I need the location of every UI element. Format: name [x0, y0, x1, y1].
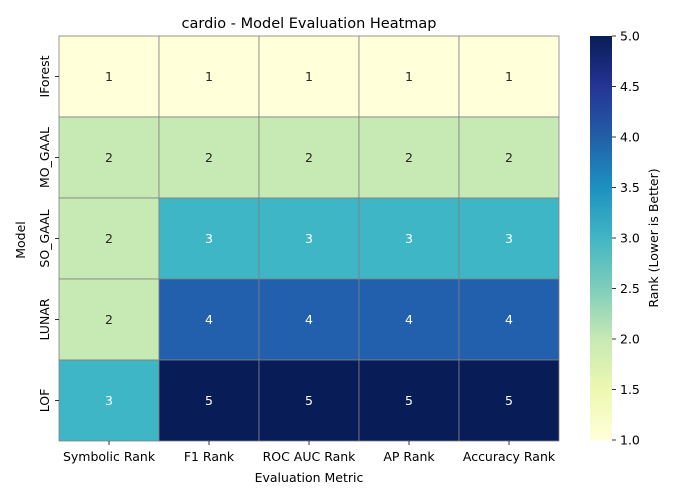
heatmap-cell	[158, 359, 260, 442]
x-tick-label: AP Rank	[383, 449, 435, 464]
heatmap-cells: 1 1 1 1 1 2 2 2 2 2 2 3 3 3 3 2 4 4 4 4 3 5 5 5 5	[58, 35, 560, 442]
heatmap-cell	[58, 35, 160, 118]
colorbar-tick-label: 3.0	[620, 231, 640, 246]
cell-value-label: 2	[105, 150, 113, 165]
x-axis: Symbolic Rank F1 Rank ROC AUC Rank AP Rank A…	[63, 441, 556, 464]
cell-value-label: 1	[105, 69, 113, 84]
cell-value-label: 4	[405, 312, 413, 327]
y-axis: IForest MO_GAAL SO_GAAL LUNAR LOF	[37, 55, 59, 412]
colorbar-tick-label: 2.0	[620, 332, 640, 347]
cell-value-label: 2	[205, 150, 213, 165]
cell-value-label: 1	[505, 69, 513, 84]
cell-value-label: 1	[405, 69, 413, 84]
cell-value-label: 1	[305, 69, 313, 84]
cell-value-label: 1	[205, 69, 213, 84]
y-tick-label: LUNAR	[37, 298, 52, 340]
heatmap-cell	[458, 359, 560, 442]
y-tick-label: IForest	[37, 55, 52, 97]
heatmap-cell	[458, 278, 560, 361]
cell-value-label: 4	[205, 312, 213, 327]
x-tick-label: Symbolic Rank	[63, 449, 156, 464]
colorbar-label: Rank (Lower is Better)	[646, 168, 661, 307]
heatmap-cell	[258, 35, 360, 118]
colorbar-tick-label: 3.5	[620, 180, 640, 195]
heatmap-cell	[458, 35, 560, 118]
cell-value-label: 5	[205, 393, 213, 408]
heatmap-cell	[58, 359, 160, 442]
cell-value-label: 5	[405, 393, 413, 408]
cell-value-label: 2	[105, 312, 113, 327]
cell-value-label: 5	[505, 393, 513, 408]
cell-value-label: 2	[105, 231, 113, 246]
cell-value-label: 3	[305, 231, 313, 246]
x-tick-label: Accuracy Rank	[463, 449, 556, 464]
colorbar-tick-label: 4.5	[620, 79, 640, 94]
cell-value-label: 3	[105, 393, 113, 408]
x-axis-label: Evaluation Metric	[255, 470, 364, 485]
cell-value-label: 3	[205, 231, 213, 246]
cell-value-label: 3	[505, 231, 513, 246]
colorbar-tick-label: 5.0	[620, 29, 640, 44]
heatmap-cell	[158, 278, 260, 361]
cell-value-label: 4	[305, 312, 313, 327]
colorbar-tick-label: 2.5	[620, 281, 640, 296]
heatmap-cell	[258, 359, 360, 442]
cell-value-label: 5	[305, 393, 313, 408]
y-tick-label: SO_GAAL	[37, 209, 52, 267]
colorbar-tick-label: 4.0	[620, 130, 640, 145]
cell-value-label: 2	[405, 150, 413, 165]
x-tick-label: F1 Rank	[184, 449, 235, 464]
x-tick-label: ROC AUC Rank	[263, 449, 357, 464]
colorbar-ticks: 1.0 1.5 2.0 2.5 3.0 3.5 4.0 4.5 5.0	[612, 29, 640, 448]
cell-value-label: 4	[505, 312, 513, 327]
heatmap-cell	[58, 116, 160, 199]
heatmap-cell	[258, 116, 360, 199]
cell-value-label: 2	[305, 150, 313, 165]
colorbar: 1.0 1.5 2.0 2.5 3.0 3.5 4.0 4.5 5.0 Rank (Lower …	[590, 29, 661, 448]
heatmap-cell	[158, 197, 260, 280]
heatmap-cell	[458, 197, 560, 280]
cell-value-label: 3	[405, 231, 413, 246]
heatmap-cell	[258, 197, 360, 280]
heatmap-cell	[258, 278, 360, 361]
chart-title: cardio - Model Evaluation Heatmap	[182, 16, 437, 32]
heatmap-cell	[358, 35, 460, 118]
colorbar-tick-label: 1.5	[620, 382, 640, 397]
heatmap-cell	[158, 35, 260, 118]
cell-value-label: 2	[505, 150, 513, 165]
heatmap-cell	[458, 116, 560, 199]
colorbar-gradient	[590, 36, 612, 440]
y-tick-label: LOF	[37, 389, 52, 413]
colorbar-tick-label: 1.0	[620, 433, 640, 448]
y-tick-label: MO_GAAL	[37, 127, 52, 188]
y-axis-label: Model	[13, 221, 28, 259]
heatmap-cell	[358, 278, 460, 361]
heatmap-cell	[358, 197, 460, 280]
